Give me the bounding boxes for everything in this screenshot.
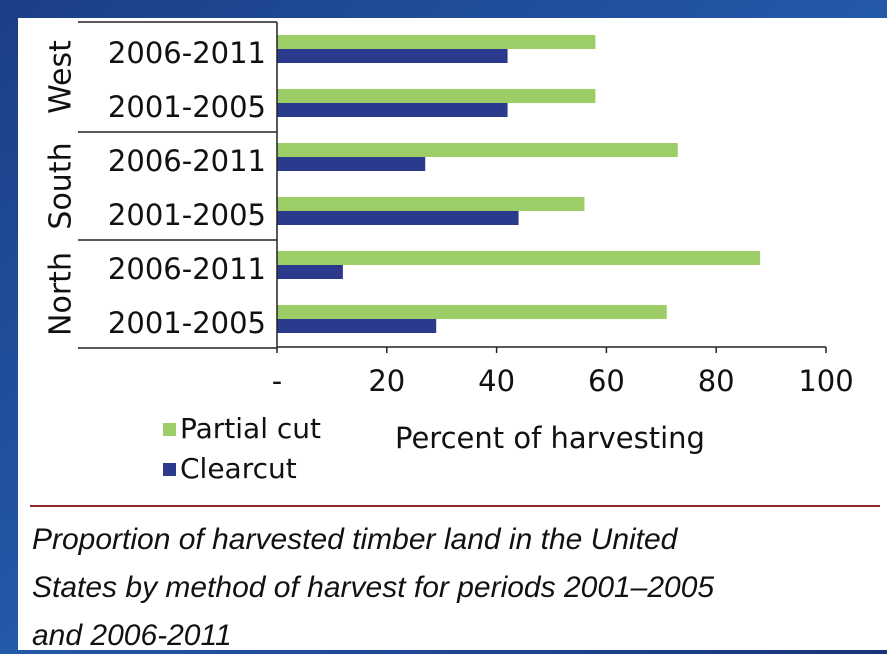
group-label: North (44, 252, 79, 336)
caption-line: Proportion of harvested timber land in t… (32, 523, 679, 556)
x-tick-label: 60 (588, 364, 625, 398)
bar (277, 157, 426, 171)
bar (277, 35, 596, 49)
category-label: 2006-2011 (108, 144, 266, 178)
bar (277, 89, 596, 103)
legend-label: Partial cut (180, 412, 321, 445)
group-label: West (44, 40, 79, 114)
bar (277, 265, 343, 279)
bar (277, 305, 667, 319)
x-tick-label: - (272, 364, 282, 398)
bar (277, 103, 508, 117)
x-tick-label: 20 (368, 364, 405, 398)
bar (277, 319, 437, 333)
bar (277, 251, 761, 265)
bar (277, 49, 508, 63)
x-axis-label: Percent of harvesting (395, 421, 705, 455)
group-label: South (44, 142, 79, 229)
bar (277, 143, 678, 157)
legend-label: Clearcut (180, 452, 297, 485)
bar (277, 197, 585, 211)
x-tick-label: 40 (478, 364, 515, 398)
legend-swatch (163, 463, 176, 476)
category-label: 2001-2005 (108, 90, 266, 124)
category-label: 2006-2011 (108, 36, 266, 70)
category-label: 2001-2005 (108, 306, 266, 340)
x-tick-label: 80 (698, 364, 735, 398)
x-tick-label: 100 (798, 364, 853, 398)
bar (277, 211, 519, 225)
caption-line: and 2006-2011 (32, 619, 232, 652)
legend-swatch (163, 423, 176, 436)
category-label: 2006-2011 (108, 252, 266, 286)
panel (18, 18, 887, 650)
caption-line: States by method of harvest for periods … (32, 571, 714, 604)
category-label: 2001-2005 (108, 198, 266, 232)
